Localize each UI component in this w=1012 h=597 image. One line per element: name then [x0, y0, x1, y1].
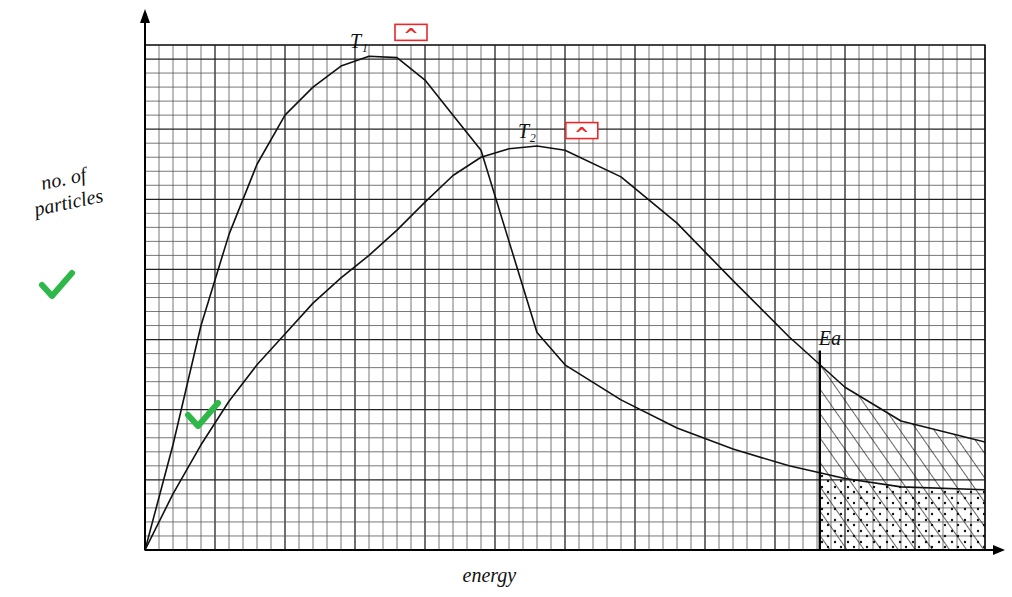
grid-line-y [145, 353, 985, 354]
mark-annotation: ^ [395, 24, 427, 45]
y-axis-arrow [140, 9, 150, 23]
mark-annotation: ^ [566, 123, 598, 144]
grid-line-y [145, 227, 985, 228]
grid-line-y [145, 311, 985, 312]
grid-line-y [145, 325, 985, 326]
plot-frame [145, 45, 985, 550]
grid-line-y [145, 199, 985, 200]
grid-line-y [145, 101, 985, 102]
series-label: T₁ [350, 30, 368, 52]
background [0, 0, 1012, 597]
chart: Ea T₁ T₂ ^ ^ energy no. ofparticles [0, 0, 1012, 597]
plot-data [145, 56, 985, 550]
grid-line-y [145, 339, 985, 340]
ea-dotted-area [820, 473, 985, 550]
grid-line-y [145, 381, 985, 382]
grid-line-y [145, 73, 985, 74]
x-axis-title: energy [463, 564, 517, 587]
grid-line-y [145, 367, 985, 368]
grid-line-y [145, 58, 985, 59]
ea-label: Ea [818, 327, 841, 349]
ea-hatched-area [820, 365, 985, 550]
grid-line-y [145, 241, 985, 242]
grid-line-y [145, 213, 985, 214]
grid-line-y [145, 269, 985, 270]
curve [145, 146, 985, 550]
grid-line-y [145, 115, 985, 116]
y-axis-title: no. ofparticles [25, 160, 105, 221]
grid-line-y [145, 297, 985, 298]
x-axis-arrow [993, 545, 1005, 555]
check-mark [42, 273, 72, 296]
grid [145, 45, 985, 550]
annotation-text: ^ [574, 123, 589, 144]
grid-line-y [145, 157, 985, 158]
labels: Ea T₁ T₂ ^ ^ energy no. ofparticles [25, 24, 841, 587]
grid-line-y [145, 143, 985, 144]
grid-line-y [145, 87, 985, 88]
grid-line-y [145, 283, 985, 284]
grid-line-y [145, 255, 985, 256]
curve [145, 56, 985, 550]
grid-line-y [145, 185, 985, 186]
series-label: T₂ [518, 120, 536, 142]
y-axis [144, 13, 146, 550]
check-mark [188, 403, 218, 426]
ea-line [819, 351, 821, 550]
annotation-text: ^ [403, 24, 418, 45]
axes [140, 9, 1005, 555]
grid-line-y [145, 171, 985, 172]
